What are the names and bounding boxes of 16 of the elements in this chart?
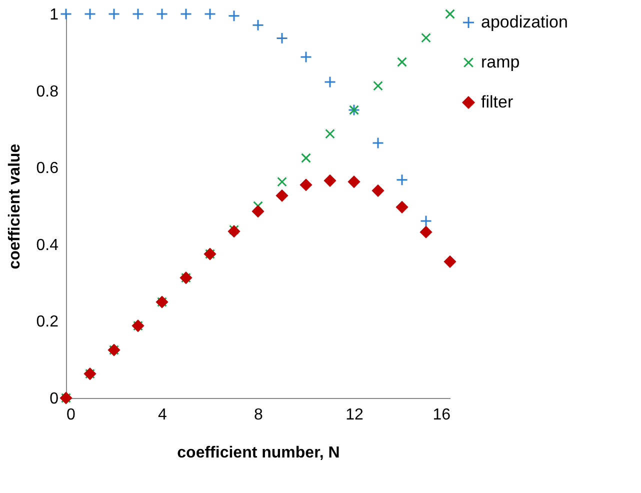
y-tick-label: 1: [50, 6, 59, 24]
y-axis-title: coefficient value: [6, 144, 24, 270]
legend-label: filter: [481, 92, 514, 112]
x-tick-label: 12: [346, 406, 364, 424]
legend-label: ramp: [481, 52, 520, 72]
x-axis-title: coefficient number, N: [177, 444, 340, 462]
x-tick-label: 16: [432, 406, 451, 424]
legend-label: apodization: [481, 12, 568, 32]
x-tick-label: 4: [158, 406, 168, 424]
x-tick-label: 8: [254, 406, 264, 424]
y-tick-label: 0.6: [36, 160, 59, 178]
y-tick-label: 0: [50, 390, 59, 408]
y-tick-label: 0.2: [36, 314, 59, 331]
y-tick-label: 0.8: [36, 83, 59, 100]
y-tick-label: 0.4: [36, 236, 59, 254]
x-tick-label: 0: [66, 406, 76, 424]
